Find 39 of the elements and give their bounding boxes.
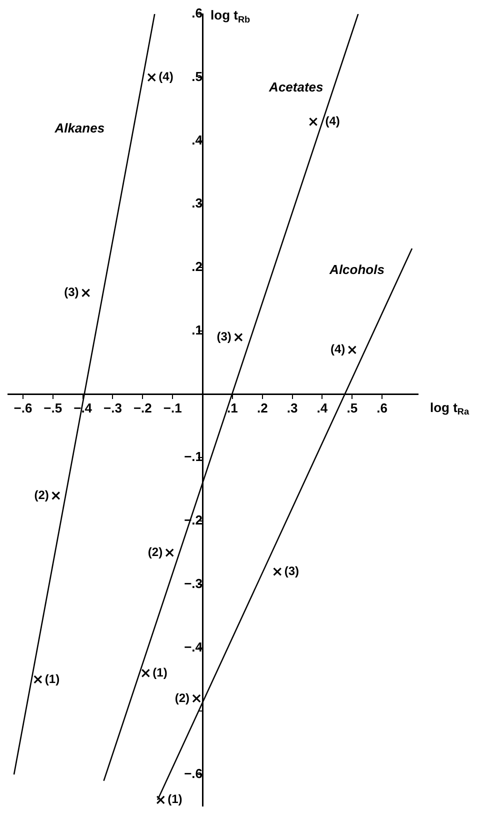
point: [165, 548, 174, 558]
annotation: (4): [158, 70, 174, 84]
point: [141, 668, 150, 678]
point: [348, 346, 356, 354]
annotation: (1): [44, 672, 60, 686]
annotation: (2): [174, 690, 190, 705]
annotation: (2): [34, 488, 49, 502]
point: [234, 332, 243, 342]
x-tick-label: .6: [376, 400, 388, 416]
series-label: Alcohols: [328, 262, 384, 278]
point: [273, 567, 282, 576]
series-label: Acetates: [268, 80, 324, 95]
y-tick-label: −.1: [184, 449, 203, 464]
annotation: (2): [148, 545, 163, 560]
text: Alkanes: [54, 120, 105, 136]
x-tick-label: −.6: [14, 400, 32, 416]
annotation: (1): [152, 665, 168, 680]
annotation: (1): [168, 792, 182, 806]
annotation: (4): [325, 114, 340, 128]
x-tick-label: .4: [316, 400, 328, 416]
x-tick-label: −.3: [104, 400, 122, 416]
point: [147, 73, 156, 82]
x-tick-label: −.1: [163, 400, 182, 416]
annotation: (3): [64, 285, 79, 300]
annotation: (3): [284, 564, 300, 578]
point: [52, 491, 60, 500]
x-tick-label: .2: [256, 400, 268, 416]
x-tick-label: −.5: [44, 400, 62, 416]
y-tick-label: −.6: [184, 766, 203, 782]
point: [34, 675, 42, 684]
x-tick-label: −.2: [133, 400, 152, 416]
point: [81, 288, 90, 298]
x-tick-label: .3: [286, 400, 298, 416]
x-tick-label: .5: [346, 400, 358, 416]
point: [192, 694, 201, 703]
point: [308, 117, 318, 126]
annotation: (3): [216, 330, 232, 344]
x-tick-label: .1: [227, 400, 238, 416]
annotation: (4): [330, 342, 346, 356]
